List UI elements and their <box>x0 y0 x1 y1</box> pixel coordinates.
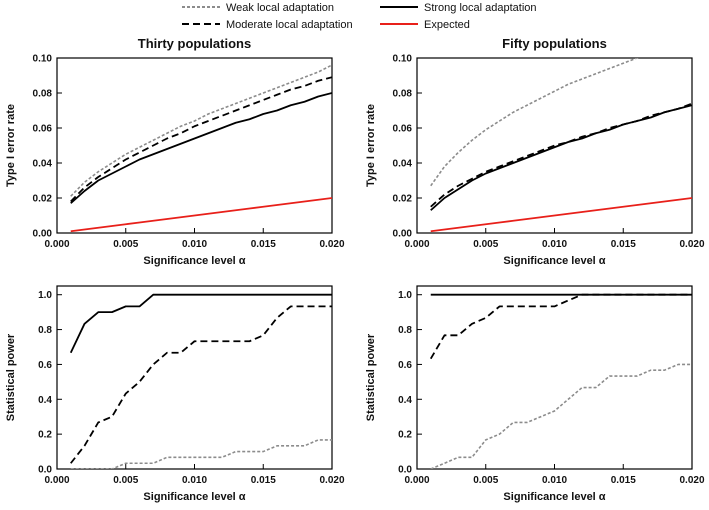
x-tick-label: 0.020 <box>679 239 704 250</box>
x-tick-label: 0.015 <box>251 239 276 250</box>
x-axis-label: Significance level α <box>143 255 245 267</box>
legend-entry-weak-local-adaptation: Weak local adaptation <box>182 2 334 14</box>
y-tick-label: 0.0 <box>398 465 412 476</box>
y-axis-label: Statistical power <box>365 333 377 421</box>
y-tick-label: 0.06 <box>33 124 53 135</box>
y-tick-label: 0.4 <box>398 395 412 406</box>
y-tick-label: 0.6 <box>38 360 52 371</box>
y-tick-label: 0.02 <box>393 194 413 205</box>
y-tick-label: 0.00 <box>393 229 413 240</box>
series-line-moderate-local-adaptation <box>429 293 692 360</box>
series-line-strong-local-adaptation <box>70 92 332 204</box>
series-group <box>429 293 692 469</box>
series-line-strong-local-adaptation <box>69 293 332 354</box>
y-tick-label: 0.08 <box>33 89 53 100</box>
series-line-expected <box>70 197 332 233</box>
panel-fifty-populations-power: 0.000 0.005 0.010 0.015 0.020 0.0 0.2 0.4 0.6 0.8… <box>365 285 705 503</box>
plot-frame <box>416 57 693 234</box>
legend-label-expected: Expected <box>424 19 470 31</box>
y-tick-label: 0.06 <box>393 124 413 135</box>
legend-label-weak-local-adaptation: Weak local adaptation <box>226 2 334 14</box>
series-line-expected <box>430 197 692 233</box>
legend-entry-moderate-local-adaptation: Moderate local adaptation <box>182 19 353 31</box>
chart-title: Fifty populations <box>502 36 607 51</box>
series-line-moderate-local-adaptation <box>430 102 692 208</box>
legend-label-strong-local-adaptation: Strong local adaptation <box>424 2 537 14</box>
y-axis-label: Statistical power <box>5 333 17 421</box>
series-group <box>70 64 332 233</box>
chart-title: Thirty populations <box>138 36 251 51</box>
x-axis-label: Significance level α <box>503 491 605 503</box>
x-tick-label: 0.010 <box>542 239 567 250</box>
x-tick-label: 0.010 <box>182 475 207 486</box>
y-tick-label: 1.0 <box>398 290 412 301</box>
y-axis-label: Type I error rate <box>365 104 377 187</box>
x-tick-label: 0.015 <box>251 475 276 486</box>
x-tick-label: 0.005 <box>113 475 138 486</box>
legend: Weak local adaptation Strong local adapta… <box>182 2 537 31</box>
y-tick-label: 0.2 <box>398 430 412 441</box>
plot-frame <box>56 285 333 470</box>
x-tick-label: 0.005 <box>113 239 138 250</box>
x-tick-label: 0.015 <box>611 475 636 486</box>
y-tick-label: 0.02 <box>33 194 53 205</box>
y-tick-label: 0.8 <box>38 325 52 336</box>
x-tick-label: 0.020 <box>679 475 704 486</box>
y-tick-label: 0.8 <box>398 325 412 336</box>
series-line-weak-local-adaptation <box>70 439 332 469</box>
y-tick-label: 0.6 <box>398 360 412 371</box>
series-line-weak-local-adaptation <box>430 58 640 187</box>
x-tick-label: 0.020 <box>319 475 344 486</box>
series-group <box>69 293 332 469</box>
y-tick-label: 0.00 <box>33 229 53 240</box>
y-tick-label: 0.0 <box>38 465 52 476</box>
x-axis-label: Significance level α <box>143 491 245 503</box>
y-tick-label: 0.08 <box>393 89 413 100</box>
legend-label-moderate-local-adaptation: Moderate local adaptation <box>226 19 353 31</box>
x-axis-label: Significance level α <box>503 255 605 267</box>
y-tick-label: 0.04 <box>33 159 53 170</box>
x-tick-label: 0.000 <box>44 239 69 250</box>
legend-entry-expected: Expected <box>380 19 470 31</box>
y-axis-label: Type I error rate <box>5 104 17 187</box>
series-group <box>430 58 692 233</box>
y-tick-label: 0.10 <box>393 54 413 65</box>
series-line-weak-local-adaptation <box>70 64 332 197</box>
x-tick-label: 0.005 <box>473 239 498 250</box>
y-tick-label: 1.0 <box>38 290 52 301</box>
legend-entry-strong-local-adaptation: Strong local adaptation <box>380 2 537 14</box>
plot-frame <box>416 285 693 470</box>
series-line-strong-local-adaptation <box>430 104 692 211</box>
panel-fifty-populations-type1: Fifty populations 0.000 0.005 0.010 0.015 0.0… <box>365 36 705 267</box>
panel-thirty-populations-power: 0.000 0.005 0.010 0.015 0.020 0.0 0.2 0.4 0.6 0.8… <box>5 285 345 503</box>
series-line-moderate-local-adaptation <box>70 305 332 464</box>
series-line-weak-local-adaptation <box>430 363 692 469</box>
x-tick-label: 0.000 <box>404 239 429 250</box>
plot-frame <box>56 57 333 234</box>
x-tick-label: 0.015 <box>611 239 636 250</box>
y-tick-label: 0.10 <box>33 54 53 65</box>
x-tick-label: 0.000 <box>44 475 69 486</box>
series-line-moderate-local-adaptation <box>70 76 332 203</box>
y-tick-label: 0.04 <box>393 159 413 170</box>
x-tick-label: 0.000 <box>404 475 429 486</box>
y-tick-label: 0.4 <box>38 395 52 406</box>
x-tick-label: 0.005 <box>473 475 498 486</box>
panel-thirty-populations-type1: Thirty populations 0.000 0.005 0.010 0.015 0.… <box>5 36 345 267</box>
x-tick-label: 0.010 <box>542 475 567 486</box>
y-tick-label: 0.2 <box>38 430 52 441</box>
x-tick-label: 0.020 <box>319 239 344 250</box>
x-tick-label: 0.010 <box>182 239 207 250</box>
